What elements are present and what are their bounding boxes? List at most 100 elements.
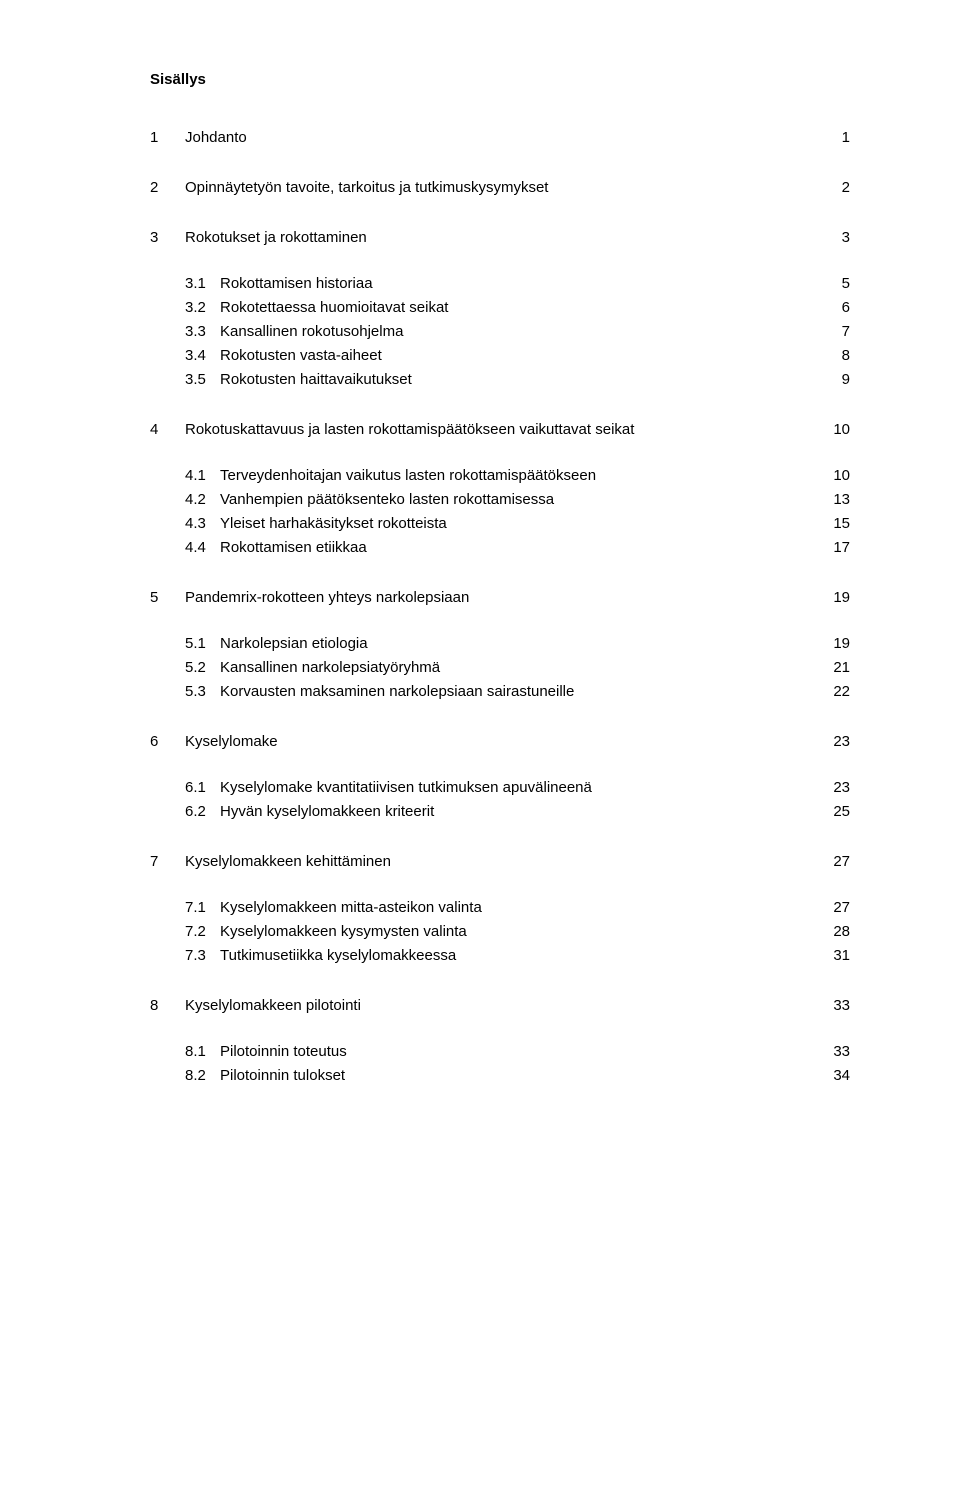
toc-number: 4.2 — [185, 488, 220, 512]
toc-label: Rokotusten haittavaikutukset — [220, 368, 820, 392]
toc-label: Vanhempien päätöksenteko lasten rokottam… — [220, 488, 820, 512]
toc-page: 31 — [820, 944, 850, 968]
toc-label: Kyselylomakkeen kehittäminen — [185, 850, 820, 874]
toc-label: Kyselylomake — [185, 730, 820, 754]
toc-number: 3.2 — [185, 296, 220, 320]
toc-label: Rokotuskattavuus ja lasten rokottamispää… — [185, 418, 820, 442]
toc-label: Pandemrix-rokotteen yhteys narkolepsiaan — [185, 586, 820, 610]
toc-label: Hyvän kyselylomakkeen kriteerit — [220, 800, 820, 824]
toc-number: 4 — [150, 418, 185, 442]
toc-page: 28 — [820, 920, 850, 944]
toc-page: 10 — [820, 418, 850, 442]
toc-page: 22 — [820, 680, 850, 704]
toc-label: Rokotukset ja rokottaminen — [185, 226, 820, 250]
toc-label: Rokottamisen historiaa — [220, 272, 820, 296]
toc-row: 4.1Terveydenhoitajan vaikutus lasten rok… — [150, 464, 850, 488]
toc-row: 4.3Yleiset harhakäsitykset rokotteista15 — [150, 512, 850, 536]
toc-page: 8 — [820, 344, 850, 368]
toc-row: 3.3Kansallinen rokotusohjelma7 — [150, 320, 850, 344]
toc-number: 4.4 — [185, 536, 220, 560]
toc-page: 21 — [820, 656, 850, 680]
toc-row: 5.1Narkolepsian etiologia19 — [150, 632, 850, 656]
toc-row: 3.2Rokotettaessa huomioitavat seikat6 — [150, 296, 850, 320]
toc-number: 4.3 — [185, 512, 220, 536]
toc-label: Narkolepsian etiologia — [220, 632, 820, 656]
toc-label: Kyselylomakkeen mitta-asteikon valinta — [220, 896, 820, 920]
toc-page: 5 — [820, 272, 850, 296]
toc-row: 7.2Kyselylomakkeen kysymysten valinta28 — [150, 920, 850, 944]
toc-row: 7.3Tutkimusetiikka kyselylomakkeessa31 — [150, 944, 850, 968]
toc-label: Kyselylomakkeen pilotointi — [185, 994, 820, 1018]
toc-label: Kansallinen rokotusohjelma — [220, 320, 820, 344]
toc-row: 4Rokotuskattavuus ja lasten rokottamispä… — [150, 418, 850, 442]
toc-number: 4.1 — [185, 464, 220, 488]
toc-page: 10 — [820, 464, 850, 488]
toc-label: Kyselylomake kvantitatiivisen tutkimukse… — [220, 776, 820, 800]
toc-number: 3.4 — [185, 344, 220, 368]
toc-label: Opinnäytetyön tavoite, tarkoitus ja tutk… — [185, 176, 820, 200]
toc-number: 6 — [150, 730, 185, 754]
toc-row: 3Rokotukset ja rokottaminen3 — [150, 226, 850, 250]
toc-page: 7 — [820, 320, 850, 344]
toc-number: 8 — [150, 994, 185, 1018]
toc-page: 13 — [820, 488, 850, 512]
toc-number: 2 — [150, 176, 185, 200]
toc-number: 7.1 — [185, 896, 220, 920]
toc-row: 2Opinnäytetyön tavoite, tarkoitus ja tut… — [150, 176, 850, 200]
toc-label: Kyselylomakkeen kysymysten valinta — [220, 920, 820, 944]
toc-row: 3.4Rokotusten vasta-aiheet8 — [150, 344, 850, 368]
toc-label: Terveydenhoitajan vaikutus lasten rokott… — [220, 464, 820, 488]
toc-row: 6.1Kyselylomake kvantitatiivisen tutkimu… — [150, 776, 850, 800]
toc-number: 5.3 — [185, 680, 220, 704]
toc-label: Yleiset harhakäsitykset rokotteista — [220, 512, 820, 536]
toc-number: 5.2 — [185, 656, 220, 680]
toc-label: Rokotusten vasta-aiheet — [220, 344, 820, 368]
toc-page: 23 — [820, 730, 850, 754]
toc-number: 8.1 — [185, 1040, 220, 1064]
toc-page: 19 — [820, 586, 850, 610]
toc-row: 8Kyselylomakkeen pilotointi33 — [150, 994, 850, 1018]
toc-row: 1Johdanto1 — [150, 126, 850, 150]
toc-row: 8.2Pilotoinnin tulokset34 — [150, 1064, 850, 1088]
toc-number: 3.5 — [185, 368, 220, 392]
toc-page: 19 — [820, 632, 850, 656]
toc-page: 33 — [820, 1040, 850, 1064]
toc-row: 5.2Kansallinen narkolepsiatyöryhmä21 — [150, 656, 850, 680]
toc-page: 1 — [820, 126, 850, 150]
toc-page: 6 — [820, 296, 850, 320]
toc-number: 7.2 — [185, 920, 220, 944]
toc-page: 33 — [820, 994, 850, 1018]
toc-row: 4.2Vanhempien päätöksenteko lasten rokot… — [150, 488, 850, 512]
toc-label: Tutkimusetiikka kyselylomakkeessa — [220, 944, 820, 968]
toc-row: 5.3Korvausten maksaminen narkolepsiaan s… — [150, 680, 850, 704]
toc-row: 3.5Rokotusten haittavaikutukset9 — [150, 368, 850, 392]
toc-page: 2 — [820, 176, 850, 200]
toc-row: 6.2Hyvän kyselylomakkeen kriteerit25 — [150, 800, 850, 824]
toc-page: 3 — [820, 226, 850, 250]
toc-page: 9 — [820, 368, 850, 392]
toc-page: 27 — [820, 850, 850, 874]
toc-label: Korvausten maksaminen narkolepsiaan sair… — [220, 680, 820, 704]
toc-number: 6.1 — [185, 776, 220, 800]
document-title: Sisällys — [150, 68, 850, 92]
toc-number: 5.1 — [185, 632, 220, 656]
toc-label: Pilotoinnin tulokset — [220, 1064, 820, 1088]
toc-label: Rokotettaessa huomioitavat seikat — [220, 296, 820, 320]
toc-label: Kansallinen narkolepsiatyöryhmä — [220, 656, 820, 680]
toc-row: 7Kyselylomakkeen kehittäminen27 — [150, 850, 850, 874]
toc-label: Johdanto — [185, 126, 820, 150]
toc-page: 15 — [820, 512, 850, 536]
toc-label: Rokottamisen etiikkaa — [220, 536, 820, 560]
toc-row: 8.1Pilotoinnin toteutus33 — [150, 1040, 850, 1064]
toc-number: 6.2 — [185, 800, 220, 824]
toc-number: 1 — [150, 126, 185, 150]
toc-page: 23 — [820, 776, 850, 800]
toc-number: 5 — [150, 586, 185, 610]
toc-row: 6Kyselylomake23 — [150, 730, 850, 754]
toc-number: 3.3 — [185, 320, 220, 344]
toc-number: 8.2 — [185, 1064, 220, 1088]
toc-page: 27 — [820, 896, 850, 920]
toc-number: 7 — [150, 850, 185, 874]
toc-row: 5Pandemrix-rokotteen yhteys narkolepsiaa… — [150, 586, 850, 610]
table-of-contents: 1Johdanto1 2Opinnäytetyön tavoite, tarkoi… — [150, 126, 850, 1088]
